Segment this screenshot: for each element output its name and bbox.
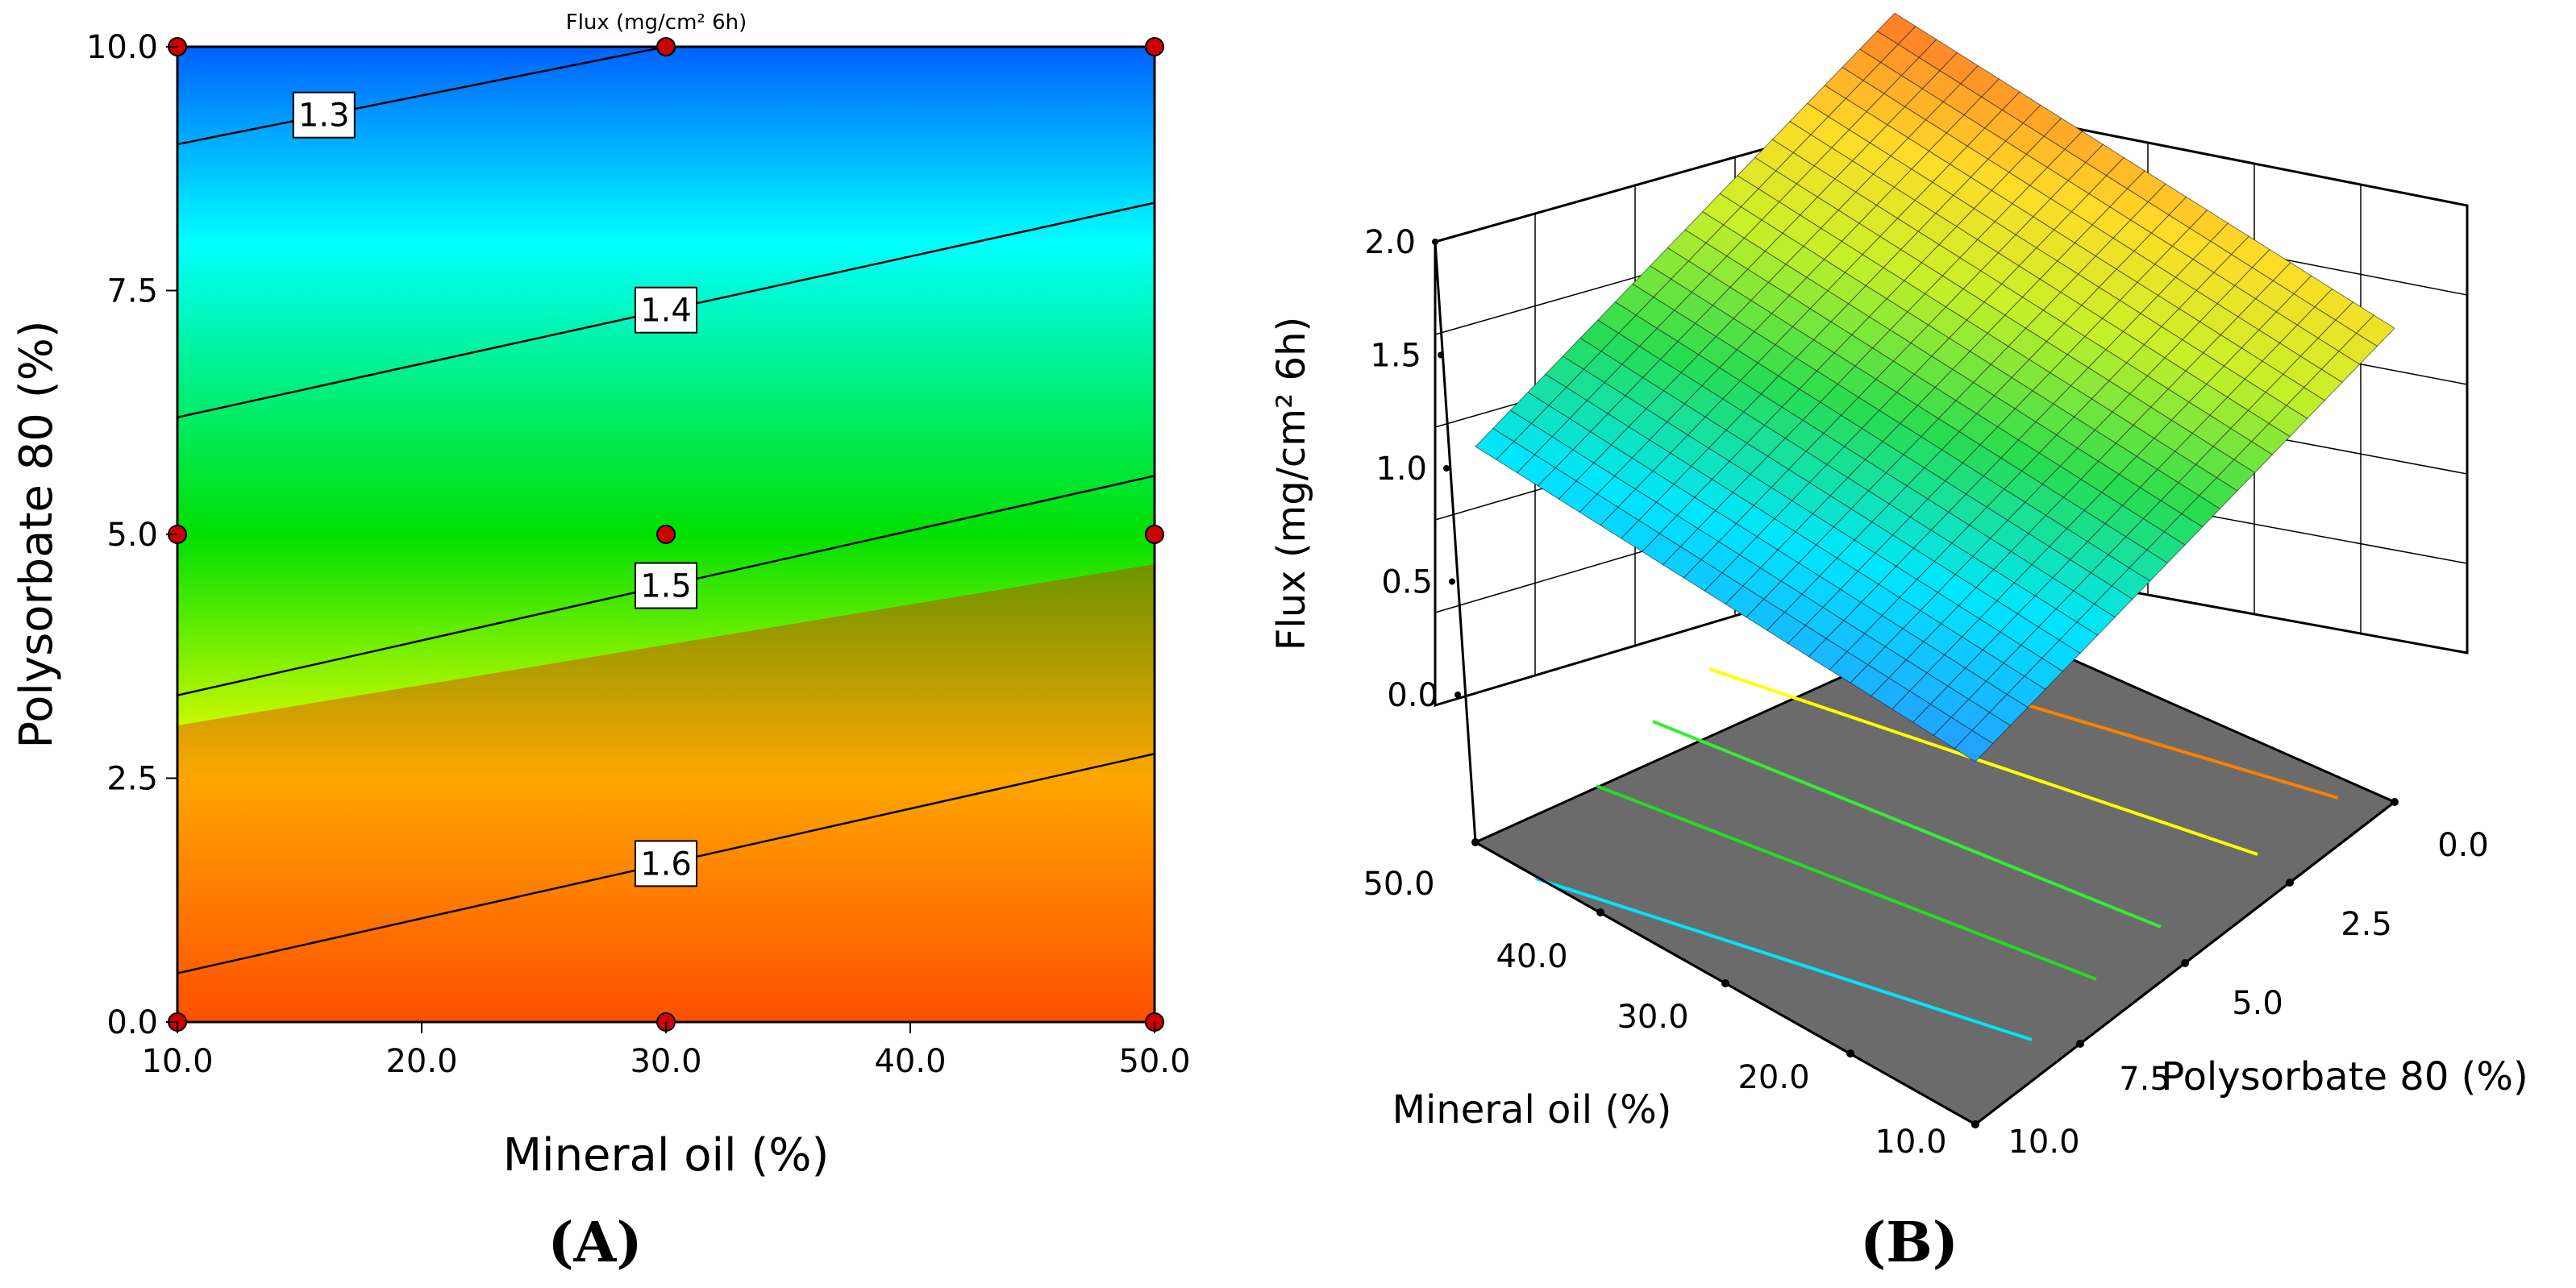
mineral-oil-tick-mark-2	[1721, 979, 1729, 987]
z-tick-label-1: 0.5	[1381, 564, 1433, 601]
polysorbate-ticks: 0.0 2.5 5.0 7.5 10.0	[1971, 798, 2489, 1161]
design-point-4	[656, 525, 676, 544]
mineral-oil-tick-label-0: 10.0	[1875, 1124, 1946, 1161]
chart-a-xlabel: Mineral oil (%)	[503, 1129, 830, 1182]
z-tick-label-2: 1.0	[1375, 451, 1427, 488]
design-point-8	[1145, 37, 1164, 56]
z-axis-line	[1434, 241, 1477, 843]
x-axis-ticks: 10.0 20.0 30.0 40.0 50.0	[141, 1022, 1191, 1080]
chart-a-ylabel: Polysorbate 80 (%)	[10, 320, 63, 748]
polysorbate-tick-label-3: 7.5	[2119, 1061, 2170, 1098]
chart-b-xlabel: Mineral oil (%)	[1392, 1087, 1672, 1132]
panel-b: 0.0 0.5 1.0 1.5 2.0 10.0 20.0 30.0 40.0 50.0 0.0…	[1269, 12, 2528, 1275]
z-axis-ticks: 0.0 0.5 1.0 1.5 2.0	[1364, 224, 1461, 714]
mineral-oil-tick-label-2: 30.0	[1617, 999, 1688, 1036]
z-tick-mark-0	[1454, 692, 1461, 698]
z-tick-label-3: 1.5	[1370, 338, 1421, 375]
response-surface	[1475, 12, 2395, 762]
z-tick-label-0: 0.0	[1387, 677, 1438, 714]
polysorbate-tick-label-2: 5.0	[2232, 985, 2283, 1022]
polysorbate-tick-mark-4	[1971, 1120, 1979, 1128]
polysorbate-tick-mark-3	[2076, 1040, 2084, 1048]
panel-label-b: (B)	[1860, 1211, 1958, 1275]
floor-contour-lines	[1535, 635, 2339, 1041]
y-axis-ticks: 0.0 2.5 5.0 7.5 10.0	[86, 29, 177, 1041]
mineral-oil-tick-label-1: 20.0	[1737, 1059, 1809, 1096]
contour-label-0: 1.3	[298, 98, 350, 135]
polysorbate-tick-label-4: 10.0	[2008, 1124, 2079, 1161]
contour-label-2: 1.5	[640, 568, 692, 605]
chart-b-zlabel: Flux (mg/cm² 6h)	[1269, 317, 1314, 651]
mineral-oil-tick-label-3: 40.0	[1496, 938, 1567, 975]
floor-contour-3	[1708, 667, 2258, 856]
x-tick-label-4: 50.0	[1118, 1043, 1190, 1080]
z-tick-mark-4	[1432, 239, 1438, 245]
design-point-7	[656, 37, 676, 56]
floor-contour-2	[1652, 720, 2162, 929]
mineral-oil-tick-mark-1	[1846, 1049, 1854, 1057]
z-tick-mark-2	[1443, 465, 1450, 472]
panel-label-a: (A)	[547, 1211, 642, 1275]
mineral-oil-tick-mark-4	[1471, 838, 1479, 846]
x-tick-label-1: 20.0	[385, 1043, 457, 1080]
chart-b-ylabel: Polysorbate 80 (%)	[2161, 1054, 2528, 1099]
z-tick-label-4: 2.0	[1364, 224, 1416, 261]
surface-cell-23-23	[1475, 427, 1515, 460]
z-tick-mark-1	[1449, 578, 1455, 585]
design-point-5	[1145, 525, 1164, 544]
y-tick-label-1: 2.5	[106, 761, 158, 798]
contour-label-1: 1.4	[640, 293, 692, 330]
floor-contour-1	[1596, 784, 2097, 981]
x-tick-label-3: 40.0	[874, 1043, 946, 1080]
panel-a: 1.3 1.4 1.5 1.6 10.0 20.0 30.0 40.0 50.0 0.0 2.5…	[10, 10, 1191, 1275]
mineral-oil-tick-label-4: 50.0	[1363, 866, 1434, 903]
polysorbate-tick-label-1: 2.5	[2341, 906, 2392, 943]
contour-red-tint	[177, 564, 1155, 1022]
floor-contour-0	[1535, 877, 2033, 1041]
contour-label-box-3	[635, 840, 697, 887]
polysorbate-tick-mark-0	[2391, 798, 2399, 806]
y-tick-label-3: 7.5	[106, 273, 158, 310]
mineral-oil-ticks: 10.0 20.0 30.0 40.0 50.0	[1363, 838, 1979, 1161]
polysorbate-tick-mark-2	[2181, 959, 2189, 967]
x-tick-label-2: 30.0	[630, 1043, 701, 1080]
contour-label-box-0	[292, 91, 356, 139]
contour-line-0	[177, 47, 667, 146]
y-tick-label-0: 0.0	[106, 1004, 158, 1041]
contour-label-box-2	[635, 562, 697, 609]
z-tick-mark-3	[1438, 351, 1444, 359]
y-tick-label-2: 5.0	[106, 517, 158, 554]
contour-label-3: 1.6	[640, 846, 692, 883]
mineral-oil-tick-mark-3	[1596, 908, 1604, 916]
contour-labels: 1.3 1.4 1.5 1.6	[292, 91, 697, 887]
x-tick-label-0: 10.0	[141, 1043, 213, 1080]
y-tick-label-4: 10.0	[86, 29, 158, 66]
chart-a-title: Flux (mg/cm² 6h)	[566, 10, 747, 35]
contour-label-box-1	[635, 286, 697, 334]
polysorbate-tick-label-0: 0.0	[2437, 827, 2489, 864]
polysorbate-tick-mark-1	[2286, 879, 2294, 887]
